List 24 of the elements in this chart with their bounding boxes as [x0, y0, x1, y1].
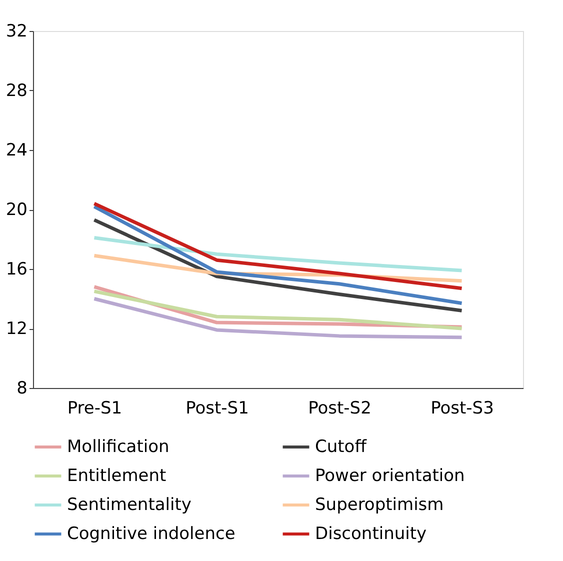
legend-label: Entitlement — [67, 466, 167, 486]
legend-label: Superoptimism — [315, 495, 444, 515]
legend-label: Mollification — [67, 437, 170, 457]
y-tick-label: 8 — [16, 378, 28, 398]
x-tick-label: Pre-S1 — [67, 398, 122, 418]
x-tick-label: Post-S2 — [308, 398, 372, 418]
line-series — [92, 202, 464, 290]
y-tick-label: 16 — [6, 260, 28, 280]
y-tick-label: 28 — [6, 81, 28, 101]
line-series — [92, 236, 464, 272]
y-tick-label: 32 — [6, 22, 28, 42]
line-series — [92, 218, 464, 312]
legend-label: Power orientation — [315, 466, 465, 486]
y-tick-label: 24 — [6, 140, 28, 160]
legend-label: Sentimentality — [67, 495, 192, 515]
legend-label: Cutoff — [315, 437, 368, 457]
y-tick-label: 20 — [6, 200, 28, 220]
y-tick-label: 12 — [6, 319, 28, 339]
legend-label: Discontinuity — [315, 524, 427, 544]
line-series — [92, 204, 464, 305]
x-tick-label: Post-S1 — [186, 398, 249, 418]
x-tick-label: Post-S3 — [430, 398, 494, 418]
legend-label: Cognitive indolence — [67, 524, 236, 544]
line-series — [92, 297, 464, 340]
